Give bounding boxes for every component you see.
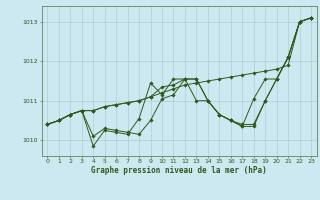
- X-axis label: Graphe pression niveau de la mer (hPa): Graphe pression niveau de la mer (hPa): [91, 166, 267, 175]
